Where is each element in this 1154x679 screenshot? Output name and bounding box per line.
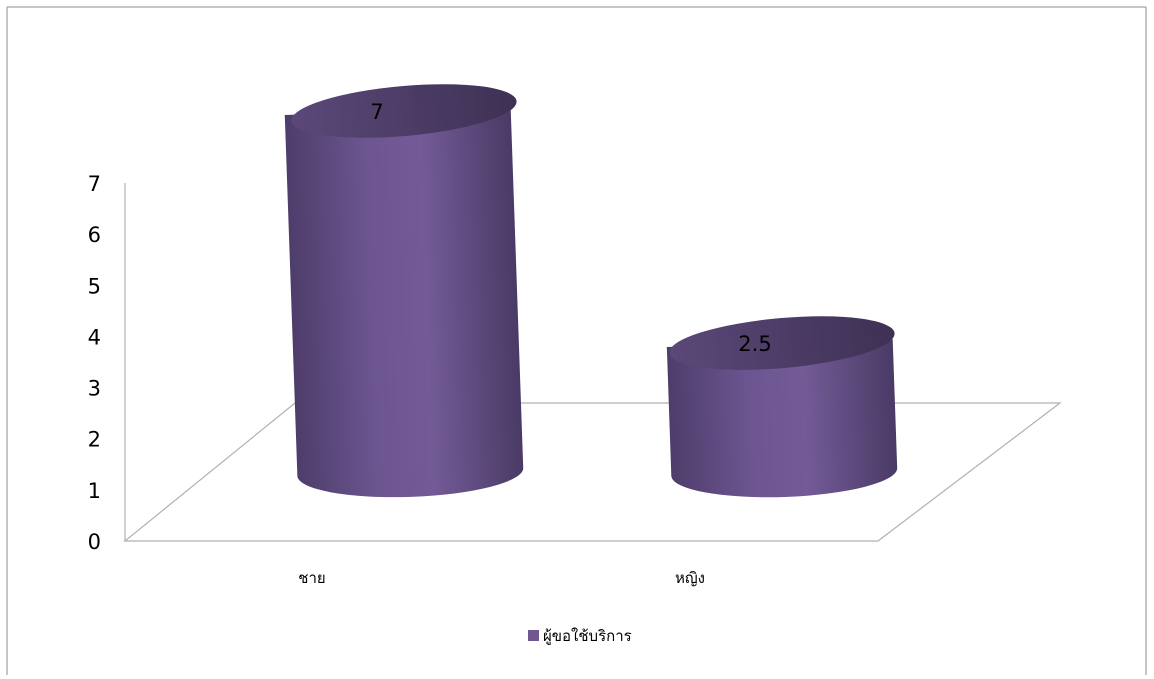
y-tick-label: 4: [88, 325, 101, 349]
y-tick-label: 5: [88, 274, 101, 298]
cylinder-top: [669, 316, 895, 370]
floor-layer: [123, 402, 1062, 542]
data-label: 2.5: [738, 332, 771, 356]
legend: ผู้ขอใช้บริการ: [528, 627, 632, 645]
bars-layer: [284, 84, 898, 498]
y-axis: 0 1 2 3 4 5 6 7: [88, 172, 126, 554]
x-tick-label: ชาย: [298, 569, 325, 587]
labels-layer: 7 ชาย 2.5 หญิง: [298, 100, 771, 587]
cylinder-bar: [284, 107, 524, 498]
data-label: 7: [370, 100, 383, 124]
y-tick-label: 0: [88, 530, 101, 554]
y-tick-label: 7: [88, 172, 101, 196]
y-tick-label: 6: [88, 223, 101, 247]
y-tick-label: 3: [88, 377, 101, 401]
cylinder-bar: [666, 339, 898, 498]
x-tick-label: หญิง: [675, 569, 705, 587]
legend-label: ผู้ขอใช้บริการ: [543, 627, 632, 645]
chart-floor: [123, 402, 1062, 542]
y-tick-label: 2: [88, 428, 101, 452]
y-tick-label: 1: [88, 479, 101, 503]
cylinder-top: [291, 84, 517, 138]
legend-swatch: [528, 630, 539, 641]
